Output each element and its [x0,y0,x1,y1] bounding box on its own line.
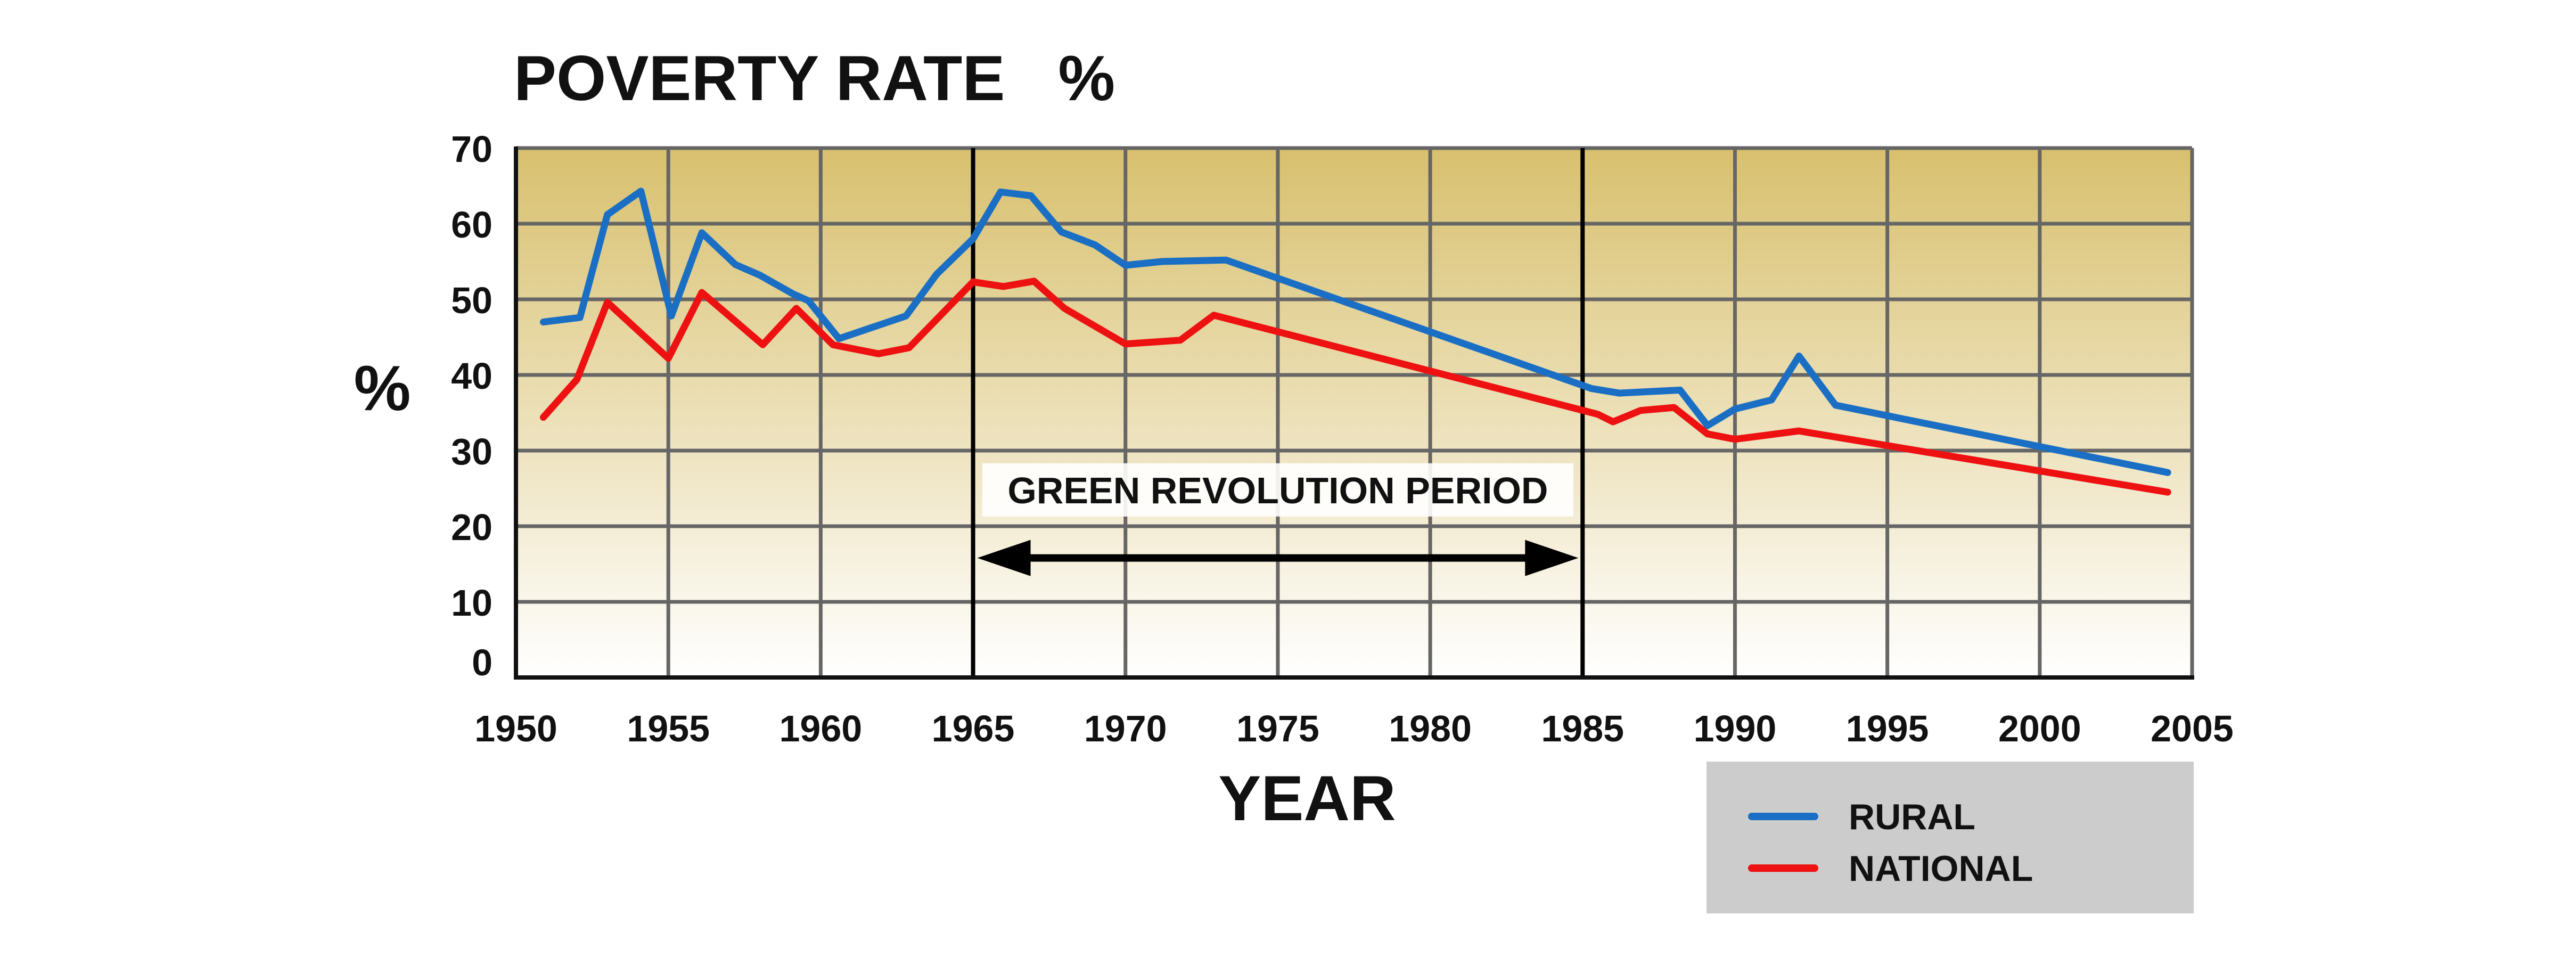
series-line-rural [540,187,2171,476]
legend-label-rural: RURAL [1849,797,1975,837]
y-tick-label-20: 20 [451,507,493,548]
legend-box [1707,762,2194,913]
x-tick-label-1970: 1970 [1084,708,1167,749]
x-tick-label-1965: 1965 [932,708,1015,749]
chart-title: POVERTY RATE % [514,43,1115,114]
green-revolution-annotation: GREEN REVOLUTION PERIOD [971,148,1585,677]
y-tick-label-0: 0 [472,642,493,683]
annotation-label-background [982,463,1573,517]
x-tick-label-1980: 1980 [1389,708,1472,749]
annotation-label: GREEN REVOLUTION PERIOD [1007,470,1548,511]
y-tick-label-30: 30 [451,431,493,472]
y-tick-label-40: 40 [451,355,493,397]
x-tick-label-1975: 1975 [1236,708,1319,749]
legend-label-national: NATIONAL [1849,848,2033,889]
x-tick-label-1985: 1985 [1541,708,1624,749]
y-tick-label-50: 50 [451,280,493,321]
axes [514,146,2194,680]
plot-area-background [516,148,2192,677]
x-tick-label-1955: 1955 [627,708,710,749]
legend: RURAL NATIONAL [1707,762,2194,913]
x-tick-labels: 1950 1955 1960 1965 1970 1975 1980 1985 1990 1995… [474,708,2234,749]
y-tick-label-60: 60 [451,204,493,246]
series-line-national [540,277,2171,496]
x-tick-label-1995: 1995 [1846,708,1929,749]
y-axis-label: % [354,353,411,424]
x-tick-label-1990: 1990 [1694,708,1777,749]
x-tick-label-1950: 1950 [474,708,557,749]
y-tick-label-70: 70 [451,128,493,170]
x-axis-label: YEAR [1218,763,1396,834]
x-tick-label-1960: 1960 [779,708,862,749]
y-tick-labels: 0 10 20 30 40 50 60 70 [451,128,493,683]
data-series [540,187,2171,496]
annotation-arrow-head-left [977,540,1031,576]
x-tick-label-2005: 2005 [2151,708,2234,749]
annotation-arrow-head-right [1525,540,1579,576]
x-tick-label-2000: 2000 [1998,708,2081,749]
y-tick-label-10: 10 [451,582,493,624]
